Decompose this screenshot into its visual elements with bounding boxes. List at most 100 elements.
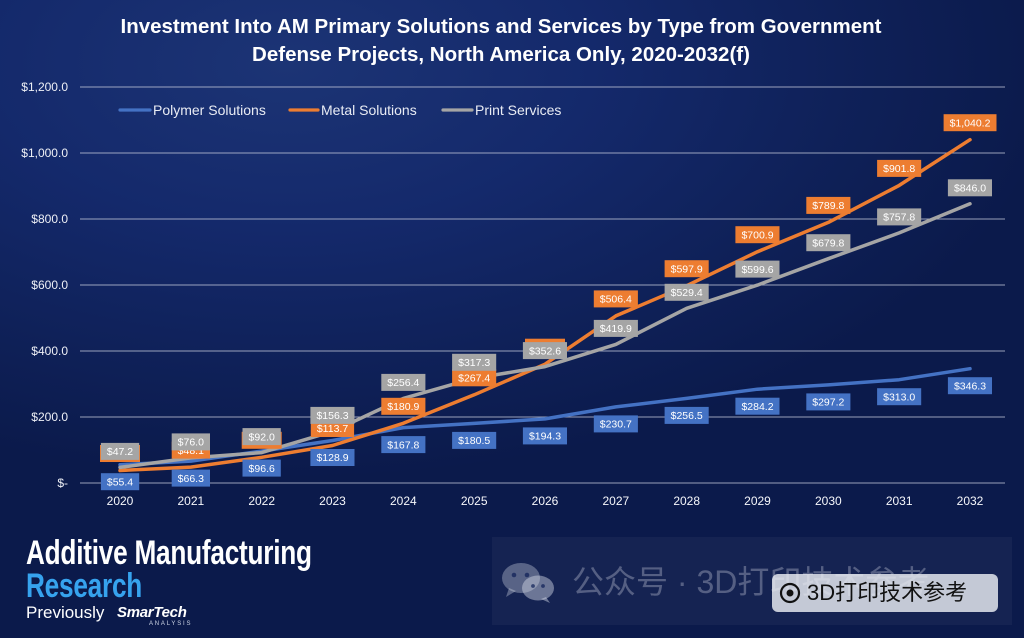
data-label-text: $180.9 xyxy=(387,401,419,413)
data-label-polymer-2020: $55.4 xyxy=(100,473,140,491)
x-tick-label: 2026 xyxy=(532,494,559,508)
data-label-text: $700.9 xyxy=(741,229,773,241)
data-label-box xyxy=(806,234,851,252)
data-label-box xyxy=(735,226,780,244)
y-tick-label: $200.0 xyxy=(31,410,68,424)
data-label-box xyxy=(877,159,922,177)
data-label-box xyxy=(381,373,426,391)
wechat-icon xyxy=(502,563,554,603)
data-label-metal-2024: $180.9 xyxy=(381,397,426,415)
legend-item-polymer: Polymer Solutions xyxy=(118,102,266,118)
data-label-text: $901.8 xyxy=(883,163,915,175)
data-label-text: $256.4 xyxy=(387,377,419,389)
data-label-polymer-2032: $346.3 xyxy=(947,377,992,395)
data-label-print-2029: $599.6 xyxy=(735,260,780,278)
legend-label-polymer: Polymer Solutions xyxy=(153,102,266,118)
data-label-text: $256.5 xyxy=(671,410,703,422)
data-label-box xyxy=(171,469,210,487)
data-label-box xyxy=(735,260,780,278)
data-label-text: $92.0 xyxy=(249,431,275,443)
data-label-metal-2030: $789.8 xyxy=(806,196,851,214)
data-label-box xyxy=(664,406,709,424)
y-tick-label: $400.0 xyxy=(31,344,68,358)
data-label-box xyxy=(452,369,497,387)
data-label-text: $506.4 xyxy=(600,294,632,306)
x-tick-label: 2024 xyxy=(390,494,417,508)
data-label-print-2020: $47.2 xyxy=(100,442,140,460)
data-label-box xyxy=(100,473,140,491)
data-label-text: $846.0 xyxy=(954,183,986,195)
data-label-metal-2029: $700.9 xyxy=(735,226,780,244)
data-label-metal-2027: $506.4 xyxy=(593,290,638,308)
x-tick-label: 2027 xyxy=(602,494,629,508)
former-brand-name: SmarTech xyxy=(117,604,187,621)
data-label-text: $419.9 xyxy=(600,323,632,335)
y-tick-label: $1,000.0 xyxy=(21,146,68,160)
data-label-polymer-2031: $313.0 xyxy=(877,388,922,406)
series-lines xyxy=(118,137,972,473)
data-label-metal-2031: $901.8 xyxy=(877,159,922,177)
data-label-text: $352.6 xyxy=(529,345,561,357)
brand-previously: Previously xyxy=(26,603,105,622)
data-label-text: $167.8 xyxy=(387,439,419,451)
data-label-polymer-2029: $284.2 xyxy=(735,397,780,415)
data-labels-metal: $48.1$113.7$180.9$267.4$506.4$597.9$700.… xyxy=(100,114,997,462)
data-label-print-2028: $529.4 xyxy=(664,283,709,301)
data-label-text: $284.2 xyxy=(741,401,773,413)
data-label-text: $194.3 xyxy=(529,431,561,443)
data-label-text: $789.8 xyxy=(812,200,844,212)
legend-label-metal: Metal Solutions xyxy=(321,102,417,118)
data-label-box xyxy=(381,436,426,454)
data-label-text: $76.0 xyxy=(178,437,204,449)
data-label-box xyxy=(947,377,992,395)
data-label-box xyxy=(522,342,567,360)
data-label-text: $599.6 xyxy=(741,264,773,276)
former-brand-subtitle: ANALYSIS xyxy=(149,621,193,627)
data-label-box xyxy=(452,431,497,449)
x-tick-label: 2030 xyxy=(815,494,842,508)
data-label-polymer-2030: $297.2 xyxy=(806,393,851,411)
y-tick-label: $- xyxy=(57,476,68,490)
x-tick-label: 2023 xyxy=(319,494,346,508)
data-label-box xyxy=(593,415,638,433)
data-label-polymer-2025: $180.5 xyxy=(452,431,497,449)
data-label-text: $66.3 xyxy=(178,473,204,485)
x-axis: 2020 2021 2022 2023 2024 2025 2026 2027 2028 2029… xyxy=(107,494,984,508)
data-label-box xyxy=(310,449,355,466)
data-label-text: $47.2 xyxy=(107,446,133,458)
data-label-box xyxy=(943,114,997,132)
data-label-text: $1,040.2 xyxy=(950,117,991,129)
official-account-icon xyxy=(779,582,801,604)
data-label-box xyxy=(877,208,922,226)
data-label-box xyxy=(381,397,426,415)
y-tick-label: $600.0 xyxy=(31,278,68,292)
x-tick-label: 2032 xyxy=(957,494,984,508)
data-label-box xyxy=(100,442,140,460)
data-label-text: $113.7 xyxy=(317,423,348,435)
data-label-print-2025: $317.3 xyxy=(452,353,497,371)
data-label-box xyxy=(664,283,709,301)
data-label-text: $317.3 xyxy=(458,357,490,369)
data-label-text: $267.4 xyxy=(458,373,490,385)
x-tick-label: 2021 xyxy=(177,494,204,508)
data-label-polymer-2021: $66.3 xyxy=(171,469,210,487)
x-tick-label: 2020 xyxy=(107,494,134,508)
data-labels-polymer: $55.4 $66.3 $96.6 $128.9 $167.8 $180.5 $194.3 $… xyxy=(100,377,992,491)
data-label-metal-2023: $113.7 xyxy=(310,420,355,437)
data-label-polymer-2024: $167.8 xyxy=(381,436,426,454)
legend-label-print: Print Services xyxy=(475,102,561,118)
data-label-text: $230.7 xyxy=(600,419,632,431)
data-label-text: $679.8 xyxy=(812,237,844,249)
x-tick-label: 2029 xyxy=(744,494,771,508)
data-label-box xyxy=(806,196,851,214)
data-label-text: $757.8 xyxy=(883,212,915,224)
x-tick-label: 2022 xyxy=(248,494,275,508)
data-label-print-2021: $76.0 xyxy=(171,433,210,451)
brand-research: Research xyxy=(26,567,143,605)
data-label-polymer-2023: $128.9 xyxy=(310,449,355,466)
data-label-print-2024: $256.4 xyxy=(381,373,426,391)
data-label-polymer-2027: $230.7 xyxy=(593,415,638,433)
data-label-print-2031: $757.8 xyxy=(877,208,922,226)
data-label-box xyxy=(947,179,992,197)
